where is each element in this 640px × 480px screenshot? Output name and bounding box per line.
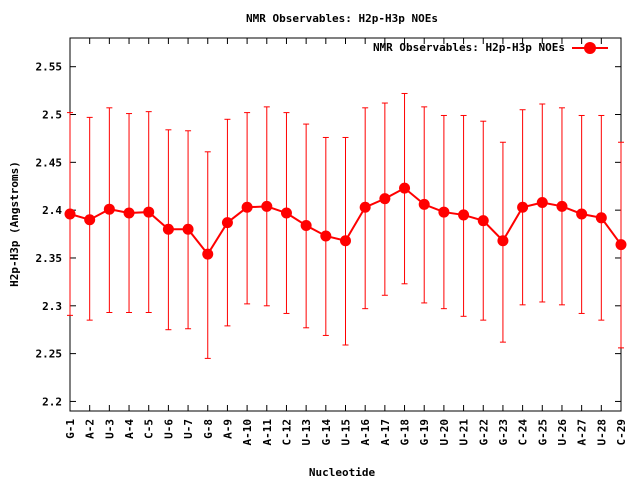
x-tick-label: U-28 (595, 419, 608, 446)
x-tick-label: U-20 (438, 419, 451, 446)
y-axis-label: H2p-H3p (Angstroms) (8, 161, 21, 287)
data-point (143, 206, 155, 218)
chart-title: NMR Observables: H2p-H3p NOEs (246, 12, 438, 25)
x-tick-label: A-11 (261, 419, 274, 446)
x-tick-label: G-1 (64, 419, 77, 439)
x-tick-label: A-17 (379, 419, 392, 446)
data-point (340, 235, 351, 247)
y-tick-label: 2.3 (42, 300, 62, 313)
y-tick-label: 2.45 (36, 156, 63, 169)
data-point (182, 223, 194, 235)
data-point (615, 239, 627, 251)
x-tick-label: C-5 (143, 419, 156, 439)
data-point (103, 203, 115, 215)
x-tick-label: C-29 (615, 419, 628, 446)
x-tick-label: A-27 (576, 419, 589, 446)
error-bars (67, 92, 624, 359)
x-tick-label: U-21 (458, 419, 471, 446)
data-point (379, 193, 391, 205)
data-point (477, 215, 489, 227)
data-point (123, 207, 135, 219)
x-tick-label: G-19 (418, 419, 431, 446)
x-tick-label: G-25 (536, 419, 549, 446)
data-point (261, 200, 273, 212)
x-tick-label: G-18 (399, 419, 412, 446)
x-tick-label: A-10 (241, 419, 254, 446)
legend-label: NMR Observables: H2p-H3p NOEs (373, 41, 565, 54)
x-tick-label: G-23 (497, 419, 510, 446)
x-tick-label: C-12 (280, 419, 293, 446)
data-point (280, 207, 292, 219)
data-point (556, 200, 568, 212)
legend-marker (584, 42, 596, 54)
x-tick-label: U-3 (103, 419, 116, 439)
data-point (320, 230, 332, 242)
x-tick-label: U-6 (162, 419, 175, 439)
y-axis: 2.2 2.25 2.3 2.35 2.4 2.45 2.5 2.55 (36, 61, 621, 408)
x-tick-label: C-24 (517, 419, 530, 446)
data-point (595, 212, 607, 224)
data-point (221, 217, 233, 229)
x-tick-label: A-2 (84, 419, 97, 439)
x-tick-label: A-4 (123, 419, 136, 439)
data-points (64, 182, 627, 260)
y-tick-label: 2.25 (36, 348, 63, 361)
data-point (438, 206, 450, 218)
data-point (359, 201, 371, 213)
x-tick-label: G-22 (477, 419, 490, 446)
data-point (162, 223, 174, 235)
x-tick-label: U-13 (300, 419, 313, 446)
data-point (300, 219, 312, 231)
data-point (576, 208, 588, 220)
data-point (84, 214, 96, 226)
y-tick-label: 2.4 (42, 204, 62, 217)
x-tick-label: U-15 (340, 419, 353, 446)
x-tick-label: G-14 (320, 419, 333, 446)
y-tick-label: 2.35 (36, 252, 63, 265)
y-tick-label: 2.5 (42, 109, 62, 122)
y-tick-label: 2.55 (36, 61, 63, 74)
x-tick-label: U-26 (556, 419, 569, 446)
x-axis-label: Nucleotide (309, 466, 376, 479)
data-point (202, 248, 214, 260)
y-tick-label: 2.2 (42, 395, 62, 408)
data-point (64, 208, 76, 220)
legend: NMR Observables: H2p-H3p NOEs (373, 41, 608, 54)
data-point (418, 198, 430, 210)
x-axis: G-1 A-2 U-3 A-4 C-5 U-6 U-7 G-8 A-9 A-10 A-11 C-12 U… (64, 38, 628, 446)
data-point (497, 235, 509, 247)
data-point (458, 209, 470, 221)
data-point (517, 201, 529, 213)
x-tick-label: U-7 (182, 419, 195, 439)
data-point (536, 197, 548, 209)
x-tick-label: A-9 (221, 419, 234, 439)
data-point (399, 182, 411, 194)
data-point (241, 201, 253, 213)
x-tick-label: A-16 (359, 419, 372, 446)
x-tick-label: G-8 (202, 419, 215, 439)
